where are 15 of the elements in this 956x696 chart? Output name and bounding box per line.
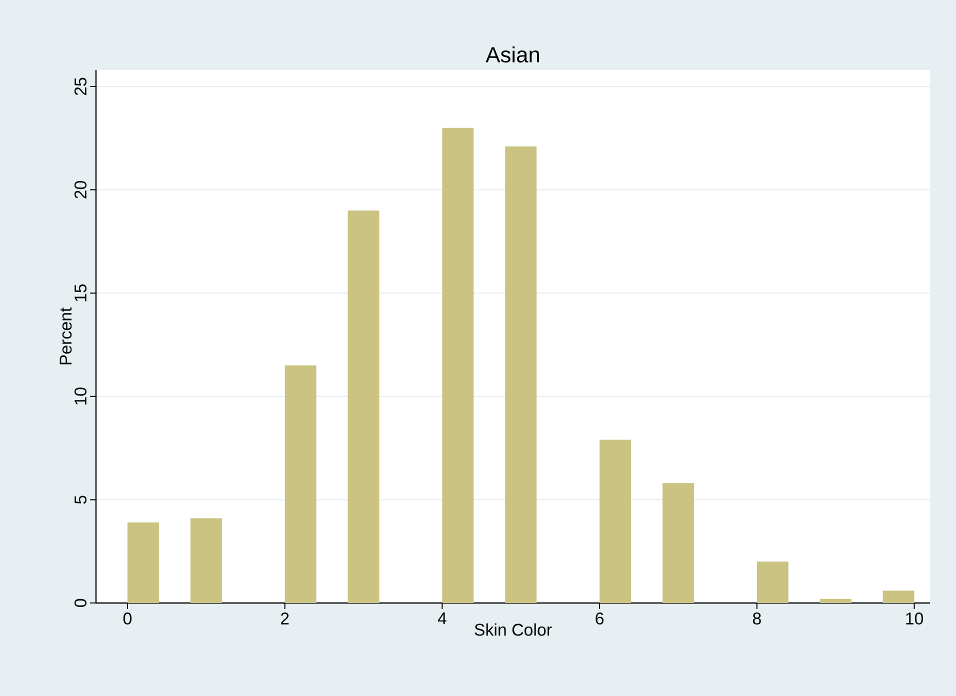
x-axis-title: Skin Color xyxy=(474,623,552,636)
x-tick-label: 4 xyxy=(438,612,446,624)
x-tick-label: 6 xyxy=(596,612,604,625)
y-tick-label: 0 xyxy=(74,598,86,608)
y-tick-label: 20 xyxy=(74,181,86,198)
chart-title: Asian xyxy=(486,46,539,62)
y-tick-label: 25 xyxy=(74,78,86,96)
x-tick-label: 0 xyxy=(123,612,132,625)
x-tick-label: 8 xyxy=(752,612,761,625)
y-tick-label: 10 xyxy=(74,388,86,405)
y-tick-label: 5 xyxy=(74,496,86,504)
y-axis-title: Percent xyxy=(60,307,72,364)
x-tick-label: 2 xyxy=(280,612,289,624)
y-tick-label: 15 xyxy=(74,284,86,302)
x-tick-label: 10 xyxy=(906,612,924,625)
